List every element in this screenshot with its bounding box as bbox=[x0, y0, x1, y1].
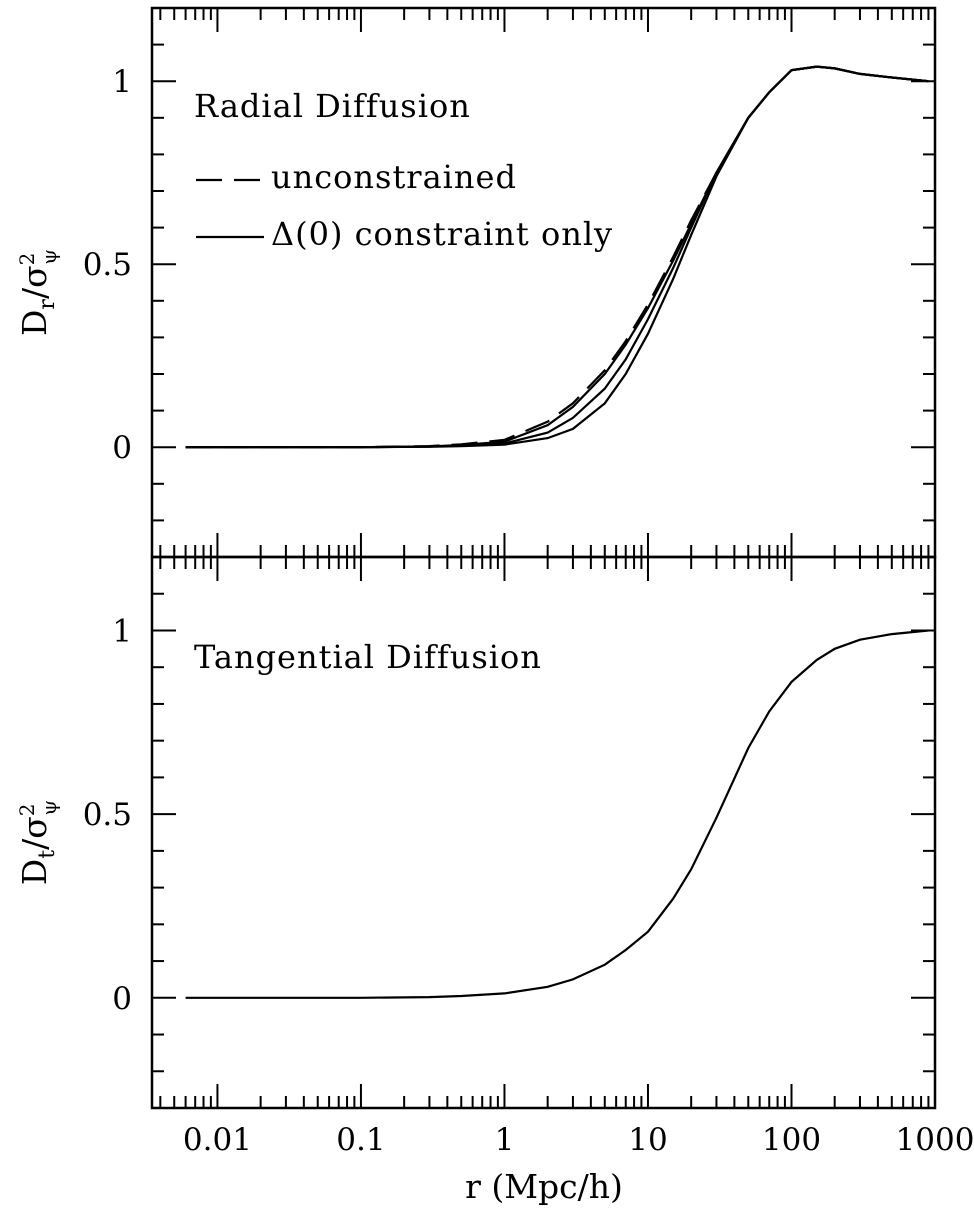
plot-frame bbox=[150, 555, 937, 1110]
legend-label: Δ(0) constraint only bbox=[271, 215, 613, 253]
series-line bbox=[185, 629, 929, 999]
x-tick-label: 1000 bbox=[896, 1122, 974, 1158]
y-tick-label: 0 bbox=[112, 430, 132, 466]
x-tick-label: 0.01 bbox=[183, 1122, 252, 1158]
y-axis-title: Dt/σ2ψ bbox=[15, 800, 61, 885]
y-tick-label: 1 bbox=[112, 613, 132, 649]
x-axis-title: r (Mpc/h) bbox=[465, 1167, 623, 1206]
y-tick-label: 0.5 bbox=[83, 797, 132, 833]
legend-label: unconstrained bbox=[271, 158, 517, 196]
x-tick-label: 1 bbox=[495, 1122, 515, 1158]
y-tick-label: 0.5 bbox=[83, 247, 132, 283]
y-axis-title: Dr/σ2ψ bbox=[15, 249, 61, 336]
panel-title: Radial Diffusion bbox=[194, 87, 471, 125]
y-tick-label: 1 bbox=[112, 64, 132, 100]
x-tick-label: 100 bbox=[762, 1122, 821, 1158]
series-line bbox=[185, 65, 929, 449]
panel-title: Tangential Diffusion bbox=[194, 638, 542, 676]
x-tick-label: 10 bbox=[628, 1122, 667, 1158]
radial-panel: 0 0.5 1 Radial Diffusion Dr/σ2ψ unconstrained… bbox=[15, 6, 937, 559]
tangential-panel: 0 0.5 1 0.01 0.1 1 10 100 1000 Tangential Diffusi… bbox=[15, 555, 974, 1158]
x-tick-label: 0.1 bbox=[336, 1122, 385, 1158]
y-tick-label: 0 bbox=[112, 981, 132, 1017]
